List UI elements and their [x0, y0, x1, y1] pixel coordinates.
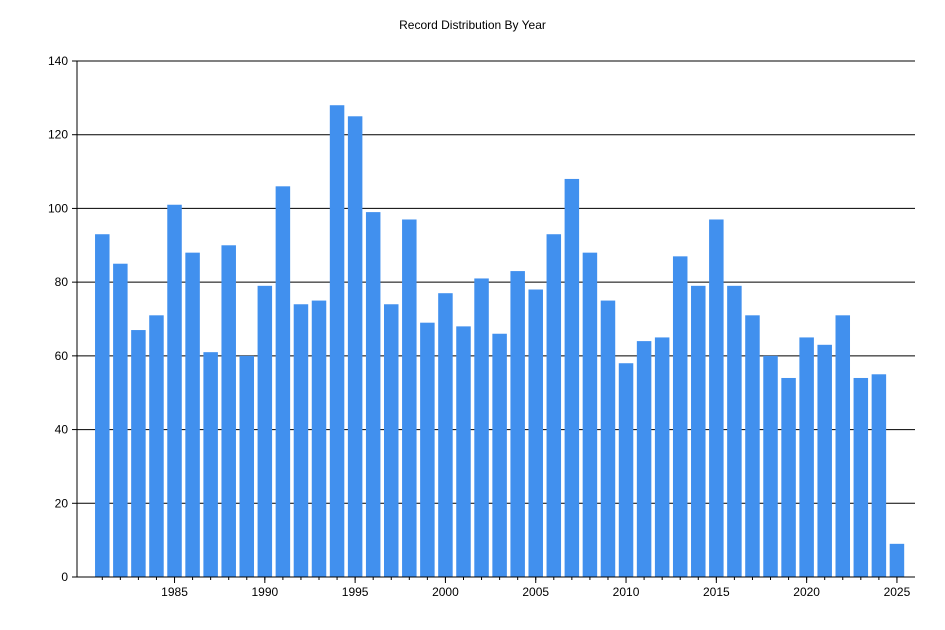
x-tick-label: 1990 [251, 585, 278, 599]
bar-1987 [203, 352, 218, 577]
bar-2015 [709, 219, 724, 577]
y-tick-label: 120 [48, 128, 68, 142]
bars [95, 105, 905, 578]
axes [76, 61, 915, 578]
y-tick-label: 140 [48, 54, 68, 68]
x-tick-label: 2000 [432, 585, 459, 599]
bar-2021 [817, 344, 832, 577]
bar-2024 [871, 374, 887, 577]
bar-2007 [564, 178, 580, 577]
x-axis-ticks: 1985 1990 1995 2000 2005 2010 2015 2020 2025 [101, 577, 911, 599]
bar-2013 [672, 256, 688, 577]
bar-1999 [420, 322, 435, 577]
bar-1983 [131, 330, 146, 577]
bar-2009 [600, 300, 616, 577]
bar-2008 [582, 252, 598, 577]
bar-1989 [239, 355, 255, 577]
bar-1996 [365, 212, 381, 577]
bar-2005 [528, 289, 543, 577]
y-tick-label: 0 [61, 570, 68, 584]
x-tick-label: 1995 [342, 585, 369, 599]
bar-1986 [185, 252, 200, 577]
y-tick-label: 80 [55, 275, 69, 289]
bar-1995 [347, 116, 363, 578]
bar-1984 [149, 315, 164, 577]
x-tick-label: 2015 [703, 585, 730, 599]
x-tick-label: 2020 [793, 585, 820, 599]
bar-1991 [275, 186, 291, 578]
bar-1994 [329, 105, 345, 577]
y-tick-label: 20 [55, 496, 69, 510]
bar-1988 [221, 245, 236, 578]
bar-1982 [113, 263, 128, 577]
x-tick-label: 2005 [522, 585, 549, 599]
bar-2001 [456, 326, 471, 577]
bar-2010 [618, 363, 634, 577]
bar-2016 [727, 285, 742, 577]
y-tick-label: 60 [55, 349, 69, 363]
bar-2017 [745, 315, 760, 577]
y-tick-label: 40 [55, 423, 69, 437]
bar-1985 [167, 204, 182, 577]
bar-2006 [546, 234, 562, 577]
y-tick-label: 100 [48, 201, 68, 215]
bar-1998 [402, 219, 417, 577]
x-tick-label: 2010 [613, 585, 640, 599]
y-axis-ticks: 0 20 40 60 80 100 120 140 [48, 54, 77, 584]
bar-2000 [438, 293, 453, 577]
bar-2003 [492, 333, 507, 577]
bar-2002 [474, 278, 489, 577]
bar-1993 [311, 300, 327, 577]
bar-2012 [654, 337, 670, 577]
bar-1992 [293, 304, 309, 577]
chart-title: Record Distribution By Year [399, 18, 546, 32]
bar-2023 [853, 377, 869, 577]
bar-2018 [763, 355, 778, 577]
bar-2011 [636, 341, 652, 577]
bar-2020 [799, 337, 814, 577]
bar-2025 [889, 543, 905, 577]
bar-2022 [835, 315, 851, 577]
bar-1997 [384, 304, 399, 577]
x-tick-label: 1985 [161, 585, 188, 599]
bar-1981 [95, 234, 110, 577]
x-tick-label: 2025 [884, 585, 911, 599]
bar-2019 [781, 377, 796, 577]
bar-1990 [257, 285, 273, 577]
bar-2014 [691, 285, 706, 577]
bar-2004 [510, 271, 525, 577]
